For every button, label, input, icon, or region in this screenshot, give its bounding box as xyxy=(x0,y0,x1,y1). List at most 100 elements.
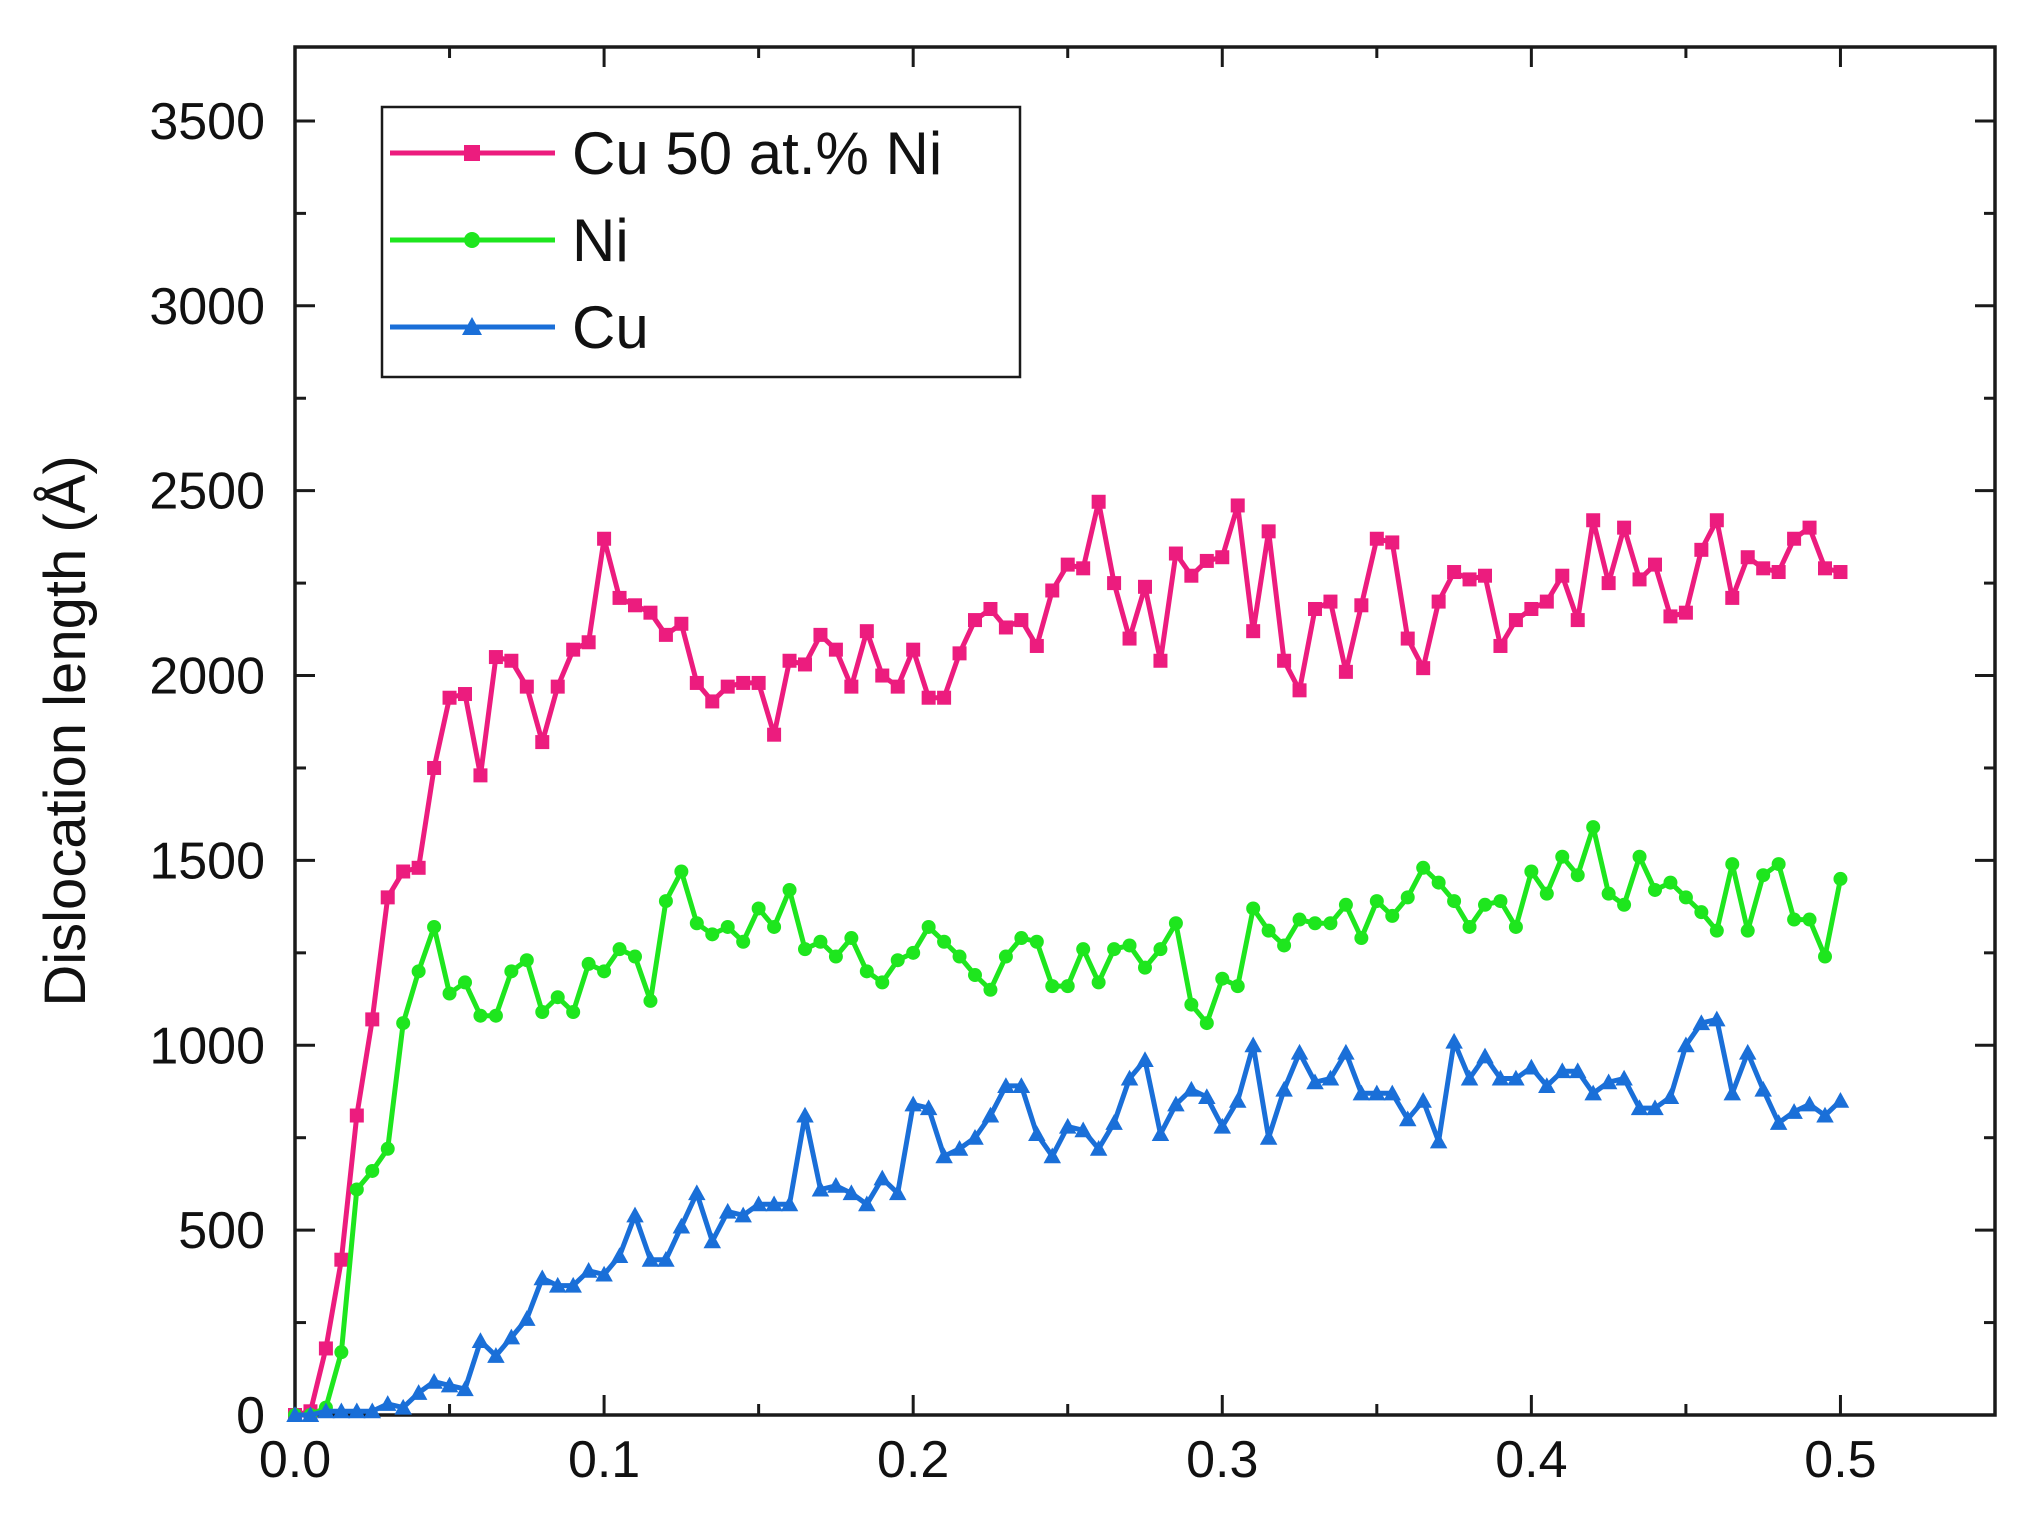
data-point xyxy=(348,1402,366,1419)
data-point xyxy=(581,956,596,971)
data-point xyxy=(1694,542,1709,557)
data-point xyxy=(1277,938,1292,953)
data-point xyxy=(935,1147,953,1164)
data-point xyxy=(1323,594,1338,609)
data-point xyxy=(658,627,673,642)
data-point xyxy=(442,690,457,705)
data-point xyxy=(859,964,874,979)
data-point xyxy=(904,1095,922,1112)
data-point xyxy=(1553,1062,1572,1079)
y-tick-label: 3000 xyxy=(149,278,265,336)
data-point xyxy=(888,1184,907,1201)
data-point xyxy=(1199,1016,1214,1031)
data-point xyxy=(1308,601,1322,616)
data-point xyxy=(919,1099,938,1116)
data-point xyxy=(998,620,1013,635)
data-point xyxy=(1323,916,1338,931)
data-point xyxy=(1029,934,1044,949)
data-point xyxy=(1632,849,1647,864)
data-point xyxy=(1740,923,1755,938)
data-point xyxy=(1105,1114,1123,1130)
data-point xyxy=(720,919,735,934)
data-point xyxy=(518,1310,536,1326)
data-point xyxy=(1617,520,1632,535)
legend-label: Ni xyxy=(572,207,629,274)
data-point xyxy=(767,919,782,934)
data-point xyxy=(875,975,890,990)
y-axis: 0 500 1000 1500 2000 2500 3000 3500 xyxy=(149,93,1995,1445)
data-point xyxy=(548,1276,567,1293)
data-point xyxy=(1368,1084,1386,1101)
data-point xyxy=(334,1345,349,1360)
data-point xyxy=(1508,613,1523,628)
data-point xyxy=(1060,557,1075,572)
data-point xyxy=(1522,1058,1541,1075)
data-point xyxy=(1725,590,1740,605)
data-point xyxy=(643,605,658,620)
data-point xyxy=(1246,901,1261,916)
data-point xyxy=(610,1247,629,1264)
data-point xyxy=(411,860,426,875)
data-point xyxy=(487,1347,505,1363)
data-point xyxy=(796,1106,814,1123)
data-point xyxy=(1831,1091,1850,1108)
data-point xyxy=(378,1395,397,1411)
data-point xyxy=(349,1182,364,1197)
data-point xyxy=(1306,1073,1324,1090)
data-point xyxy=(1816,1106,1834,1123)
data-point xyxy=(1661,1088,1680,1105)
data-point xyxy=(1570,613,1585,628)
data-point xyxy=(657,1250,675,1267)
data-point xyxy=(751,901,766,916)
y-axis-title: Dislocation length (Å) xyxy=(33,455,98,1006)
data-point xyxy=(533,1269,552,1286)
data-point xyxy=(334,1252,349,1267)
data-point xyxy=(1771,857,1786,872)
data-point xyxy=(1014,931,1029,946)
data-point xyxy=(842,1184,861,1201)
data-point xyxy=(718,1202,737,1219)
y-tick-label: 0 xyxy=(236,1387,265,1445)
data-point xyxy=(1538,1077,1556,1093)
data-point xyxy=(1308,916,1322,931)
data-point xyxy=(1352,1084,1371,1101)
data-point xyxy=(1476,1047,1494,1064)
data-point xyxy=(1369,894,1384,909)
data-point xyxy=(952,646,967,661)
data-point xyxy=(1338,664,1353,679)
legend: Cu 50 at.% Ni Ni Cu xyxy=(380,105,1022,379)
data-point xyxy=(363,1402,382,1419)
data-point xyxy=(1136,1051,1154,1068)
series-cu xyxy=(286,1010,1850,1422)
data-point xyxy=(1199,553,1214,568)
x-tick-label: 0.4 xyxy=(1495,1431,1567,1489)
data-point xyxy=(966,1128,984,1145)
data-point xyxy=(519,679,534,694)
data-point xyxy=(1338,897,1353,912)
data-point xyxy=(1493,638,1508,653)
data-point xyxy=(612,942,627,957)
data-point xyxy=(1354,598,1369,613)
data-point xyxy=(1648,557,1662,572)
data-point xyxy=(550,990,565,1005)
data-point xyxy=(937,934,952,949)
data-point xyxy=(1385,908,1400,923)
data-point xyxy=(458,687,472,702)
data-point xyxy=(1802,912,1817,927)
data-point xyxy=(674,616,689,631)
data-point xyxy=(890,679,905,694)
data-point xyxy=(1277,653,1292,668)
data-point xyxy=(1694,905,1709,920)
data-point xyxy=(349,1108,364,1123)
data-point xyxy=(1184,997,1199,1012)
data-point xyxy=(1491,1069,1510,1086)
data-point xyxy=(1754,1080,1772,1097)
legend-entry: Cu xyxy=(390,294,649,361)
x-tick-label: 0.0 xyxy=(259,1431,331,1489)
data-point xyxy=(1632,572,1647,587)
data-point xyxy=(1646,1099,1664,1116)
data-point xyxy=(688,1184,706,1201)
data-point xyxy=(828,642,843,657)
data-point xyxy=(828,949,843,964)
y-tick-label: 3500 xyxy=(149,93,265,151)
